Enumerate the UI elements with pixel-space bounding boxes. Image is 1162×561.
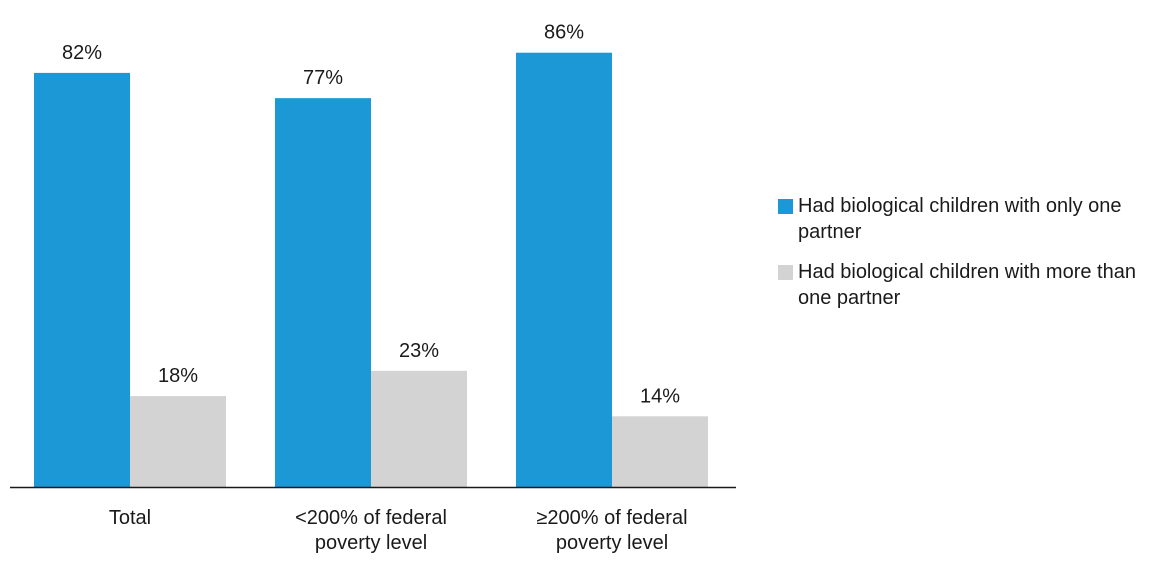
- legend-label-multiple-partners: Had biological children with more than o…: [798, 261, 1136, 309]
- data-label-above-200-multiple-partners: 14%: [640, 385, 680, 407]
- legend-label-one-partner: Had biological children with only one pa…: [798, 195, 1122, 243]
- category-label-below-200: <200% of federal poverty level: [295, 507, 447, 554]
- bar-above-200-multiple-partners: [612, 416, 708, 487]
- category-label-total: Total: [109, 507, 151, 529]
- bar-below-200-multiple-partners: [371, 370, 467, 487]
- legend-swatch-multiple-partners: [778, 265, 793, 280]
- category-label-above-200: ≥200% of federal poverty level: [536, 507, 687, 554]
- legend-item-one-partner: Had biological children with only one pa…: [776, 193, 1162, 245]
- data-label-total-one-partner: 82%: [62, 42, 102, 64]
- bar-total-one-partner: [34, 72, 130, 488]
- bar-total-multiple-partners: [130, 396, 226, 487]
- legend-item-multiple-partners: Had biological children with more than o…: [776, 259, 1162, 311]
- bar-below-200-one-partner: [275, 98, 371, 488]
- data-label-below-200-multiple-partners: 23%: [399, 340, 439, 362]
- bar-above-200-one-partner: [516, 52, 612, 487]
- data-label-above-200-one-partner: 86%: [544, 22, 584, 44]
- legend-swatch-one-partner: [778, 199, 793, 214]
- data-label-total-multiple-partners: 18%: [158, 365, 198, 387]
- legend: Had biological children with only one pa…: [776, 193, 1162, 325]
- data-label-below-200-one-partner: 77%: [303, 67, 343, 89]
